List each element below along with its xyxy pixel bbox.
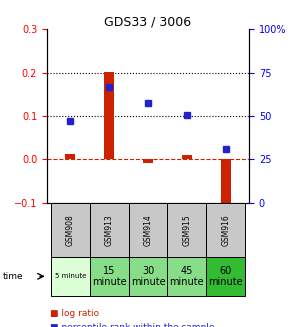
- Title: GDS33 / 3006: GDS33 / 3006: [104, 15, 192, 28]
- Text: time: time: [3, 272, 23, 281]
- Bar: [143, 159, 153, 163]
- Bar: [104, 72, 114, 159]
- Text: ■ log ratio: ■ log ratio: [50, 309, 99, 318]
- Text: 60
minute: 60 minute: [208, 266, 243, 287]
- Text: GSM908: GSM908: [66, 214, 75, 246]
- Text: 5 minute: 5 minute: [54, 273, 86, 279]
- FancyBboxPatch shape: [51, 203, 90, 257]
- FancyBboxPatch shape: [167, 257, 206, 296]
- FancyBboxPatch shape: [51, 257, 90, 296]
- Text: 45
minute: 45 minute: [170, 266, 204, 287]
- Text: GSM915: GSM915: [182, 214, 191, 246]
- Text: GSM913: GSM913: [105, 214, 114, 246]
- Bar: [182, 155, 192, 159]
- FancyBboxPatch shape: [90, 257, 129, 296]
- FancyBboxPatch shape: [90, 203, 129, 257]
- Text: ■ percentile rank within the sample: ■ percentile rank within the sample: [50, 322, 214, 327]
- Text: GSM914: GSM914: [144, 214, 152, 246]
- FancyBboxPatch shape: [129, 257, 167, 296]
- FancyBboxPatch shape: [206, 257, 245, 296]
- Text: GSM916: GSM916: [221, 214, 230, 246]
- Text: 30
minute: 30 minute: [131, 266, 165, 287]
- Bar: [221, 159, 231, 204]
- FancyBboxPatch shape: [167, 203, 206, 257]
- Bar: [65, 154, 75, 159]
- FancyBboxPatch shape: [206, 203, 245, 257]
- Text: 15
minute: 15 minute: [92, 266, 126, 287]
- FancyBboxPatch shape: [129, 203, 167, 257]
